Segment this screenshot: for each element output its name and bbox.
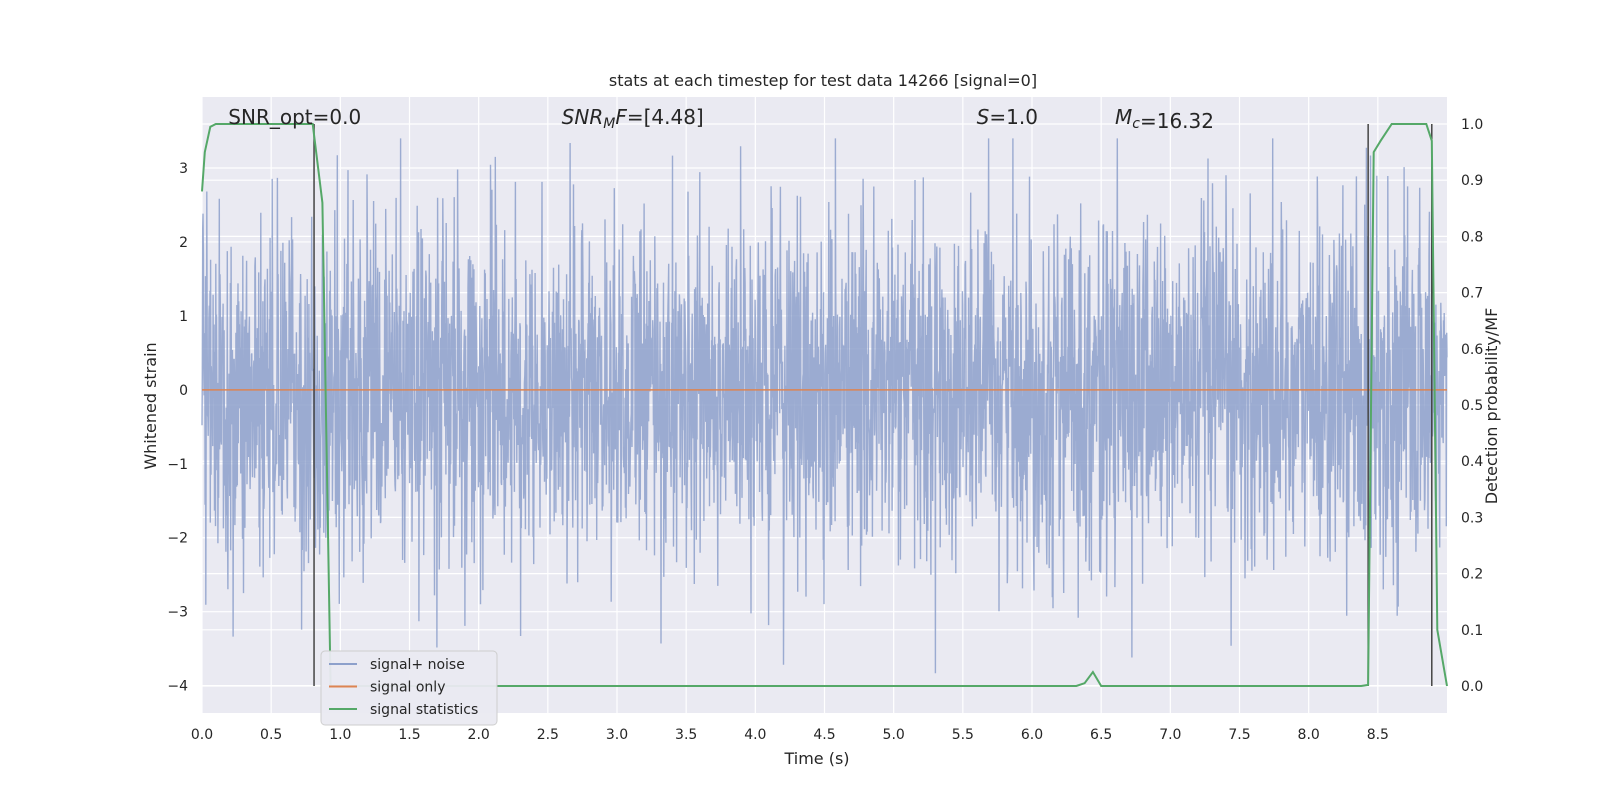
- x-tick-label: 5.5: [952, 727, 974, 743]
- x-tick-label: 2.0: [468, 727, 490, 743]
- y-right-tick-label: 0.0: [1461, 679, 1483, 695]
- y-right-tick-label: 0.9: [1461, 173, 1483, 189]
- x-tick-label: 8.0: [1298, 727, 1320, 743]
- annotation-s-stat: S=1.0: [977, 105, 1038, 129]
- legend-box: [320, 650, 498, 726]
- x-tick-label: 0.5: [260, 727, 282, 743]
- x-tick-label: 3.5: [675, 727, 697, 743]
- legend-label: signal+ noise: [370, 657, 465, 673]
- x-tick-label: 7.0: [1159, 727, 1181, 743]
- y-right-tick-label: 0.7: [1461, 286, 1483, 302]
- y-tick-label: 3: [179, 161, 188, 177]
- y-right-tick-label: 1.0: [1461, 117, 1483, 133]
- x-tick-label: 3.0: [606, 727, 628, 743]
- x-tick-label: 1.5: [398, 727, 420, 743]
- y-axis-right-label: Detection probability/MF: [1482, 308, 1501, 505]
- annotation-snr-opt: SNR_opt=0.0: [228, 105, 361, 129]
- noise-trace: [201, 138, 1448, 674]
- annotation-snr-mf: SNRMF=[4.48]: [562, 105, 704, 132]
- x-tick-label: 7.5: [1228, 727, 1250, 743]
- x-axis-ticks: 0.0 0.5 1.0 1.5 2.0 2.5 3.0 3.5 4.0 4.5 5.0 5.5 6.0 6…: [191, 727, 1389, 743]
- y-right-tick-label: 0.8: [1461, 229, 1483, 245]
- series-signal-statistics: [201, 123, 1448, 687]
- annotation-mc: Mc=16.32: [1115, 105, 1214, 133]
- y-tick-label: −2: [167, 531, 188, 547]
- x-tick-label: 6.0: [1021, 727, 1043, 743]
- y-right-tick-label: 0.2: [1461, 567, 1483, 583]
- y-tick-label: −4: [167, 679, 188, 695]
- x-tick-label: 2.5: [537, 727, 559, 743]
- x-tick-label: 6.5: [1090, 727, 1112, 743]
- series-signal-plus-noise: [201, 138, 1448, 674]
- annotations: SNR_opt=0.0 SNRMF=[4.48] S=1.0 Mc=16.32: [228, 105, 1214, 133]
- y-axis-ticks: 3 2 1 0 −1 −2 −3 −4: [167, 161, 188, 695]
- x-tick-label: 1.0: [329, 727, 351, 743]
- chart-title: stats at each timestep for test data 142…: [609, 71, 1037, 90]
- y-tick-label: 1: [179, 309, 188, 325]
- x-tick-label: 0.0: [191, 727, 213, 743]
- legend-label: signal statistics: [370, 702, 478, 718]
- y-tick-label: −3: [167, 605, 188, 621]
- x-tick-label: 4.0: [744, 727, 766, 743]
- y-right-tick-label: 0.5: [1461, 398, 1483, 414]
- x-tick-label: 4.5: [813, 727, 835, 743]
- y-right-tick-label: 0.4: [1461, 454, 1483, 470]
- y-axis-label: Whitened strain: [141, 342, 160, 469]
- legend-label: signal only: [370, 680, 445, 696]
- x-axis-label: Time (s): [783, 749, 849, 768]
- y-tick-label: −1: [167, 457, 188, 473]
- x-tick-label: 5.0: [883, 727, 905, 743]
- y-right-tick-label: 0.6: [1461, 342, 1483, 358]
- signal-statistics-line: [201, 123, 1448, 687]
- y-tick-label: 2: [179, 235, 188, 251]
- legend: signal+ noise signal only signal statistic…: [320, 650, 498, 726]
- x-tick-label: 8.5: [1367, 727, 1389, 743]
- y-tick-label: 0: [179, 383, 188, 399]
- y-axis-right-ticks: 1.0 0.9 0.8 0.7 0.6 0.5 0.4 0.3 0.2 0.1 0.0: [1461, 117, 1483, 695]
- y-right-tick-label: 0.3: [1461, 510, 1483, 526]
- y-right-tick-label: 0.1: [1461, 623, 1483, 639]
